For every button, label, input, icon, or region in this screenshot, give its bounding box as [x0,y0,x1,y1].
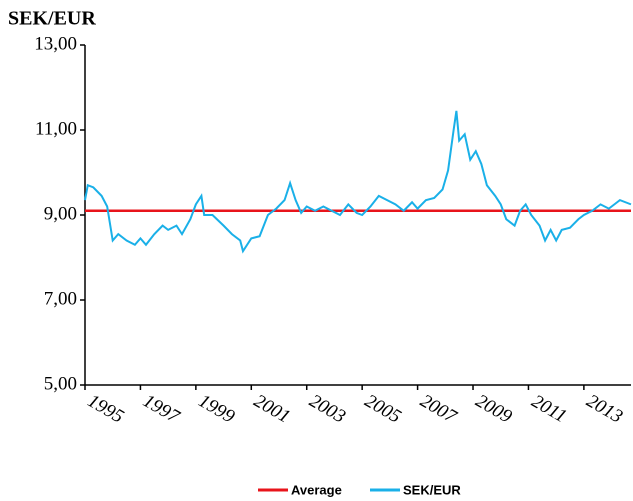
x-tick-label: 1999 [195,390,239,427]
series-line [84,110,632,254]
x-tick-label: 2005 [361,390,404,427]
y-tick-label: 13,00 [34,33,77,54]
y-tick-label: 7,00 [44,288,77,309]
x-tick-label: 2013 [583,390,626,427]
chart-title: SEK/EUR [8,8,96,30]
x-tick-label: 2011 [528,391,570,427]
y-tick-label: 9,00 [44,203,77,224]
y-tick-label: 5,00 [44,373,77,394]
x-tick-label: 2007 [416,390,461,428]
legend-label: Average [291,482,342,497]
x-tick-label: 2001 [250,390,293,427]
legend-label: SEK/EUR [403,482,461,497]
x-tick-label: 2009 [472,390,516,427]
x-tick-label: 1997 [139,390,184,428]
y-tick-label: 11,00 [35,118,77,139]
x-tick-label: 1995 [84,390,127,427]
x-tick-label: 2003 [306,390,349,427]
